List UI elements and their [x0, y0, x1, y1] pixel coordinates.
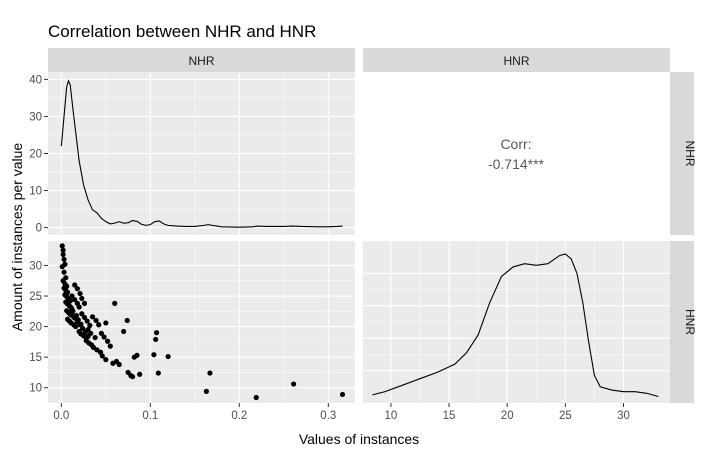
scatter-point-58: [84, 318, 90, 324]
scatter-ytick-label-1: 15: [29, 352, 42, 364]
strip-top-hnr: [363, 48, 670, 72]
scatter-point-76: [105, 338, 111, 344]
hnr-density-xtick-label-0: 10: [385, 410, 398, 422]
scatter-point-56: [79, 311, 85, 317]
scatter-point-2: [60, 251, 66, 258]
y-axis-title: Amount of instances per value: [9, 143, 25, 332]
scatter-point-79: [112, 300, 118, 306]
hnr-density-xtick-label-3: 25: [559, 410, 572, 422]
strip-right-nhr: [670, 72, 694, 235]
scatter-point-88: [137, 371, 143, 377]
scatter-point-32: [72, 323, 79, 330]
scatter-point-83: [121, 328, 127, 335]
scatter-ytick-label-4: 30: [29, 260, 42, 272]
scatter-point-42: [72, 282, 78, 288]
scatter-point-5: [59, 264, 65, 270]
scatter-point-91: [151, 352, 157, 358]
scatter-point-67: [89, 314, 96, 320]
scatter-point-64: [85, 327, 91, 333]
scatter-ytick-label-2: 20: [29, 322, 42, 334]
scatter-point-77: [107, 343, 113, 349]
scatter-point-75: [101, 334, 107, 340]
scatter-point-90: [124, 317, 130, 324]
scatter-point-100: [339, 391, 346, 398]
scatter-point-95: [165, 353, 171, 360]
strip-right-nhr-label: NHR: [683, 141, 697, 167]
hnr-density-line: [372, 253, 659, 398]
scatter-point-3: [61, 256, 67, 262]
strip-right-hnr: [670, 241, 694, 403]
panel-correlation: [363, 72, 670, 235]
scatter-point-34: [72, 297, 78, 303]
scatter-point-44: [77, 290, 83, 297]
scatter-point-57: [81, 314, 88, 321]
scatter-point-68: [93, 317, 99, 324]
corr-value: -0.714***: [488, 156, 545, 172]
scatter-point-89: [129, 374, 136, 380]
scatter-point-73: [103, 357, 109, 363]
scatter-point-99: [291, 381, 297, 387]
strip-top-nhr: [48, 48, 355, 72]
scatter-point-59: [87, 322, 93, 328]
scatter-point-96: [203, 388, 209, 394]
scatter-point-92: [153, 336, 159, 343]
hnr-density-xtick-label-1: 15: [443, 410, 456, 422]
scatter-point-93: [153, 330, 160, 336]
scatter-point-82: [116, 361, 122, 368]
scatter-point-46: [81, 300, 88, 306]
nhr-density-ytick-label-2: 20: [29, 149, 42, 161]
strip-right-hnr-label: HNR: [683, 309, 697, 335]
scatter-point-66: [92, 334, 98, 341]
scatter-point-69: [96, 322, 102, 328]
scatter-point-98: [253, 394, 259, 401]
x-axis-title: Values of instances: [299, 431, 419, 447]
scatter-point-0: [59, 243, 65, 249]
scatter-point-52: [77, 322, 83, 328]
hnr-density-xtick-label-4: 30: [617, 410, 630, 422]
scatter-point-33: [69, 293, 75, 299]
nhr-density-ytick-label-3: 30: [29, 111, 42, 123]
scatter-xtick-label-0: 0.0: [53, 410, 69, 422]
scatter-point-43: [74, 286, 80, 292]
scatter-xtick-label-2: 0.2: [231, 410, 247, 422]
scatter-ytick-label-3: 25: [29, 291, 42, 303]
scatter-xtick-label-1: 0.1: [142, 410, 158, 422]
scatter-point-6: [61, 269, 67, 275]
scatter-point-38: [73, 312, 80, 319]
hnr-density-xtick-label-2: 20: [501, 410, 514, 422]
scatter-point-97: [207, 370, 213, 376]
scatter-point-78: [103, 320, 109, 326]
nhr-density-ytick-label-0: 0: [36, 223, 42, 235]
nhr-density-line: [60, 79, 343, 228]
scatter-point-94: [155, 370, 161, 376]
scatter-point-74: [98, 330, 104, 336]
panel-scatter: [48, 241, 355, 403]
scatter-point-36: [76, 304, 82, 310]
scatter-point-65: [88, 330, 94, 336]
corr-label: Corr:: [500, 136, 531, 152]
scatter-point-87: [134, 352, 140, 358]
scatter-point-1: [60, 247, 66, 253]
scatter-point-45: [79, 295, 85, 302]
chart-title: Correlation between NHR and HNR: [48, 22, 316, 41]
scatter-point-37: [70, 308, 76, 314]
scatter-point-53: [80, 325, 86, 332]
strip-top-hnr-label: HNR: [504, 54, 530, 68]
scatter-point-72: [99, 353, 105, 359]
scatter-xtick-label-3: 0.3: [320, 410, 336, 422]
strip-top-nhr-label: NHR: [189, 54, 215, 68]
nhr-density-ytick-label-4: 40: [29, 74, 42, 86]
nhr-density-ytick-label-1: 10: [29, 186, 42, 198]
scatter-ytick-label-0: 10: [29, 383, 42, 395]
